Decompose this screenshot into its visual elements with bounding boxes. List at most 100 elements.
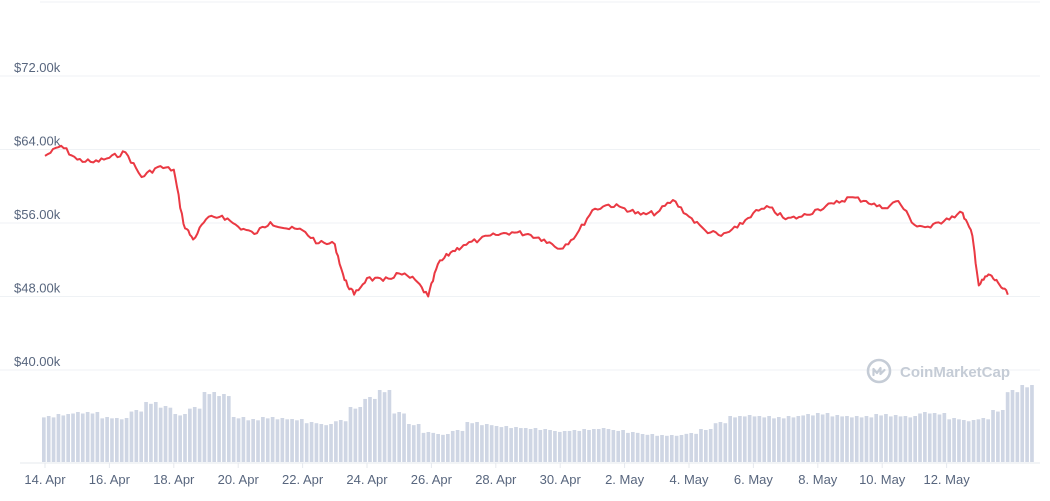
volume-bar (864, 416, 869, 462)
volume-bar (976, 419, 981, 462)
volume-bar (183, 414, 187, 462)
volume-bar (694, 433, 698, 462)
volume-bar (850, 417, 854, 462)
volume-bar (455, 430, 460, 462)
y-tick-label: $48.00k (14, 281, 61, 296)
volume-bar (781, 418, 786, 462)
volume-bar (129, 411, 134, 462)
volume-bar (446, 434, 450, 462)
volume-bar (353, 408, 358, 462)
volume-bar (202, 392, 207, 462)
y-tick-label: $72.00k (14, 60, 61, 75)
volume-bar (319, 424, 324, 462)
volume-bar (747, 415, 752, 462)
volume-bar (134, 410, 139, 462)
volume-bar (567, 430, 572, 462)
volume-bar (329, 424, 333, 462)
volume-bar (611, 430, 616, 462)
volume-bar (334, 421, 338, 462)
volume-bar (713, 423, 718, 462)
volume-bar (689, 433, 694, 462)
price-series (44, 144, 1009, 298)
volume-bar (100, 418, 105, 462)
volume-bar (718, 422, 723, 462)
volume-bar (149, 403, 153, 462)
volume-bar (893, 415, 898, 462)
volume-bar (226, 396, 231, 462)
volume-bar (767, 416, 771, 462)
volume-bar (932, 413, 937, 462)
volume-bar (888, 416, 893, 462)
volume-bar (261, 417, 265, 462)
volume-bar (587, 429, 591, 462)
volume-bar (499, 427, 504, 462)
x-tick-label: 26. Apr (411, 472, 453, 487)
y-tick-label: $64.00k (14, 134, 61, 149)
volume-bar (738, 416, 742, 462)
volume-bar (820, 414, 825, 462)
volume-bar (387, 390, 392, 462)
volume-bar (840, 416, 844, 462)
volume-bar (299, 419, 304, 462)
volume-bar (475, 422, 479, 462)
volume-bar (553, 431, 557, 462)
volume-bar (655, 435, 659, 462)
coinmarketcap-logo-icon (866, 358, 892, 384)
volume-bar (85, 412, 90, 462)
volume-bar (241, 417, 246, 462)
volume-bar (153, 402, 158, 462)
volume-bar (635, 432, 640, 462)
volume-bar (197, 408, 202, 462)
volume-bar (1010, 390, 1015, 462)
volume-bar (845, 416, 849, 462)
volume-bar (557, 431, 562, 462)
x-tick-label: 8. May (798, 472, 838, 487)
x-tick-label: 20. Apr (218, 472, 260, 487)
volume-bar (859, 417, 864, 462)
volume-bar (577, 430, 582, 462)
volume-bar (903, 416, 908, 462)
volume-bar (806, 414, 810, 462)
volume-bar (411, 425, 416, 462)
volume-bar (966, 421, 971, 462)
volume-bar (105, 417, 109, 462)
volume-bar (207, 394, 212, 462)
volume-bar (56, 414, 61, 462)
volume-bar (95, 412, 100, 462)
volume-bar (523, 428, 528, 462)
volume-bar (265, 418, 270, 462)
volume-bar (76, 412, 80, 462)
volume-bar (923, 412, 927, 462)
volume-bar (421, 432, 426, 462)
volume-bar (991, 410, 995, 462)
volume-bar (947, 419, 952, 462)
volume-bar (236, 418, 241, 462)
volume-bar (971, 420, 976, 462)
y-tick-label: $40.00k (14, 354, 61, 369)
volume-bar (494, 426, 499, 462)
volume-bar (178, 415, 182, 462)
volume-bar (957, 419, 961, 462)
volume-bar (791, 417, 796, 462)
volume-bar (368, 397, 372, 462)
volume-bar (825, 413, 830, 462)
volume-bar (772, 418, 776, 462)
volume-bar (324, 425, 328, 462)
volume-bar (173, 414, 178, 462)
volume-bar (441, 434, 445, 462)
volume-bar (212, 392, 217, 462)
volume-bar (786, 416, 791, 462)
volume-bar (188, 408, 192, 462)
watermark-text: CoinMarketCap (900, 364, 1010, 381)
volume-bar (548, 429, 552, 462)
volume-bar (1020, 385, 1025, 462)
x-tick-label: 30. Apr (540, 472, 582, 487)
volume-bar (679, 435, 684, 462)
volume-bar (1015, 392, 1020, 462)
volume-bar (640, 434, 645, 462)
volume-bar (373, 398, 377, 462)
volume-bar (733, 417, 737, 462)
volume-bar (431, 432, 436, 462)
x-tick-label: 18. Apr (153, 472, 195, 487)
